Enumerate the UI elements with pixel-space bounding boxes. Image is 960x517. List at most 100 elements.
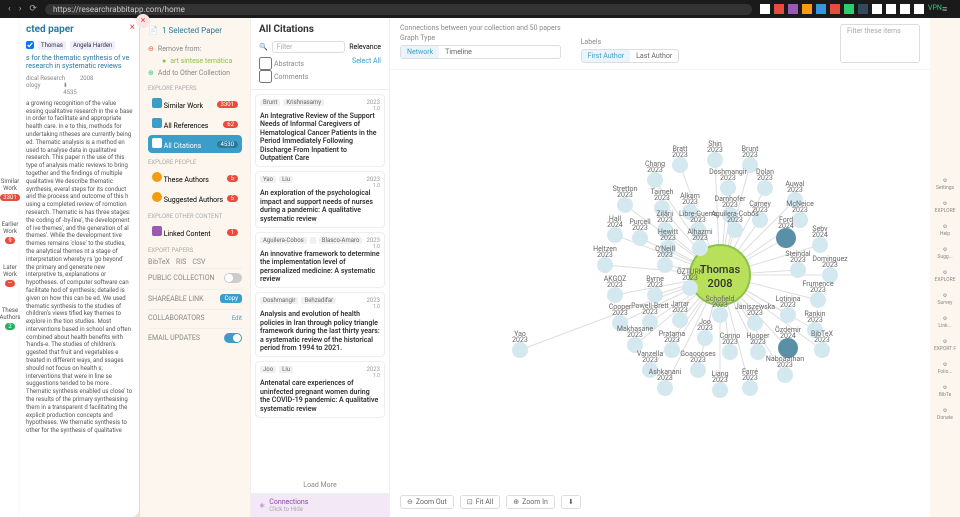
citation-card[interactable]: 20231.0DoshmangirBehzadifarAnalysis and … — [255, 292, 385, 357]
labels-segment[interactable]: First AuthorLast Author — [581, 49, 680, 63]
rail-item[interactable]: These Authors2 — [0, 307, 21, 330]
rail-item[interactable]: ⚙BibTe — [939, 385, 952, 398]
filter-input[interactable]: Filter — [272, 41, 345, 53]
all-references-row[interactable]: All References62 — [148, 115, 242, 133]
download-button[interactable]: ⬇ — [561, 495, 581, 509]
suggested-authors-row[interactable]: Suggested Authors5 — [148, 189, 242, 207]
svg-text:2023: 2023 — [657, 216, 673, 224]
rail-item[interactable]: ⚙Survey — [938, 293, 953, 306]
email-updates-setting: EMAIL UPDATES — [148, 328, 242, 347]
export-formats: BibTeX RIS CSV — [148, 258, 242, 266]
svg-text:2024: 2024 — [607, 221, 623, 229]
svg-text:2023: 2023 — [822, 261, 838, 269]
svg-text:2023: 2023 — [692, 234, 708, 242]
fit-all-button[interactable]: ⊡ Fit All — [460, 495, 500, 509]
add-other[interactable]: ⊕ Add to Other Collection — [148, 67, 242, 79]
select-all[interactable]: Select All — [352, 57, 381, 83]
citation-card[interactable]: 20231.0BruntKrishnasamyAn Integrative Re… — [255, 94, 385, 167]
svg-text:2023: 2023 — [742, 151, 758, 159]
selected-count: 📄 1 Selected Paper — [148, 26, 242, 35]
author-chip[interactable]: Angela Harden — [70, 41, 115, 50]
svg-text:2023: 2023 — [672, 306, 688, 314]
citation-card[interactable]: 20231.0YaoLiuAn exploration of the psych… — [255, 171, 385, 228]
svg-text:2023: 2023 — [612, 309, 628, 317]
graph-filter-input[interactable]: Filter these items — [840, 24, 920, 63]
svg-text:2023: 2023 — [647, 166, 663, 174]
svg-text:2023: 2023 — [707, 146, 723, 154]
shareable-link-setting: SHAREABLE LINKCopy — [148, 289, 242, 307]
svg-text:2023: 2023 — [777, 361, 793, 369]
rail-item[interactable]: ⚙EXPLORE — [934, 201, 955, 214]
rail-item[interactable]: ⚙EXPORT F — [934, 339, 956, 352]
toggle[interactable] — [224, 333, 242, 343]
svg-text:2023: 2023 — [617, 191, 633, 199]
svg-text:2023: 2023 — [642, 308, 658, 316]
svg-text:2024: 2024 — [812, 231, 828, 239]
load-more-button[interactable]: Load More — [251, 477, 389, 493]
svg-text:2023: 2023 — [727, 216, 743, 224]
forward-icon[interactable]: › — [19, 4, 22, 14]
rail-item[interactable]: ⚙Donate — [937, 408, 953, 421]
rail-item[interactable]: ⚙Link... — [938, 316, 951, 329]
citation-card[interactable]: 20231.0Aguilera-CobosBlasco-AmaroAn inno… — [255, 232, 385, 289]
copy-button[interactable]: Copy — [220, 294, 242, 303]
close-icon[interactable]: × — [130, 22, 135, 33]
graph-title: Connections between your collection and … — [400, 24, 561, 32]
back-icon[interactable]: ‹ — [8, 4, 11, 14]
svg-text:2023: 2023 — [690, 216, 706, 224]
linked-content-row[interactable]: Linked Content1 — [148, 223, 242, 241]
comments-checkbox[interactable]: Comments — [259, 70, 308, 83]
citations-heading: All Citations — [259, 24, 381, 35]
zoom-in-button[interactable]: ⊕ Zoom In — [506, 495, 555, 509]
toggle[interactable] — [224, 273, 242, 283]
paper-meta: dical Research 2008 ology ⬇ 4535 — [26, 75, 133, 96]
remove-collection[interactable]: ● art sintese temática — [148, 55, 242, 67]
svg-text:2024: 2024 — [778, 222, 794, 230]
selected-paper-panel: × cted paper Thomas Angela Harden s for … — [20, 18, 140, 517]
zoom-out-button[interactable]: ⊖ Zoom Out — [400, 495, 454, 509]
rail-item[interactable]: Similar Work3301 — [0, 178, 20, 201]
rail-item[interactable]: ⚙Help — [940, 224, 950, 237]
svg-text:2023: 2023 — [757, 174, 773, 182]
similar-work-row[interactable]: Similar Work3301 — [148, 95, 242, 113]
graph-panel: Connections between your collection and … — [390, 18, 930, 517]
rail-item[interactable]: ⚙Settings — [936, 178, 954, 191]
rail-item[interactable]: ⚙Folio... — [938, 362, 953, 375]
url-bar[interactable]: https://researchrabbitapp.com/home — [45, 4, 752, 15]
svg-text:2023: 2023 — [712, 301, 728, 309]
svg-text:2023: 2023 — [672, 151, 688, 159]
network-graph[interactable]: Thomas2008Bratt2023Shin2023Brunt2023Chan… — [390, 70, 930, 510]
svg-text:2023: 2023 — [512, 336, 528, 344]
svg-text:2023: 2023 — [642, 356, 658, 364]
all-citations-row[interactable]: All Citations4530 — [148, 135, 242, 153]
svg-text:2023: 2023 — [747, 309, 763, 317]
paper-title[interactable]: s for the thematic synthesis of ve resea… — [26, 54, 133, 71]
connections-footer[interactable]: ⚛ ConnectionsClick to Hide — [251, 493, 389, 517]
rail-item[interactable]: ⚙Sugg... — [937, 247, 952, 260]
remove-from[interactable]: ⊖ Remove from: — [148, 43, 242, 55]
rail-item[interactable]: ⚙EXPLORE — [934, 270, 955, 283]
svg-text:2023: 2023 — [742, 374, 758, 382]
rail-item[interactable]: Earlier Work9 — [0, 221, 20, 244]
rail-item[interactable]: Later Work— — [0, 264, 20, 287]
svg-text:2023: 2023 — [722, 201, 738, 209]
svg-text:2023: 2023 — [814, 336, 830, 344]
citation-card[interactable]: 20231.0JooLiuAntenatal care experiences … — [255, 361, 385, 418]
right-rail: ⚙Settings ⚙EXPLORE ⚙Help ⚙Sugg... ⚙EXPLORE ⚙S… — [930, 18, 960, 517]
close-icon[interactable]: × — [136, 14, 150, 28]
svg-text:2023: 2023 — [807, 316, 823, 324]
collaborators-setting: COLLABORATORSEdit — [148, 309, 242, 326]
svg-text:2023: 2023 — [780, 301, 796, 309]
graph-type-segment[interactable]: NetworkTimeline — [400, 45, 561, 59]
edit-button[interactable]: Edit — [232, 315, 242, 322]
these-authors-row[interactable]: These Authors5 — [148, 169, 242, 187]
svg-text:2023: 2023 — [657, 374, 673, 382]
relevance-label[interactable]: Relevance — [349, 43, 381, 51]
reload-icon[interactable]: ⟳ — [29, 4, 37, 14]
svg-text:2023: 2023 — [660, 234, 676, 242]
svg-text:2023: 2023 — [682, 274, 698, 282]
select-checkbox[interactable] — [26, 41, 34, 49]
svg-text:Thomas: Thomas — [700, 263, 741, 276]
author-chip[interactable]: Thomas — [38, 41, 66, 50]
abstracts-checkbox[interactable]: Abstracts — [259, 57, 308, 70]
